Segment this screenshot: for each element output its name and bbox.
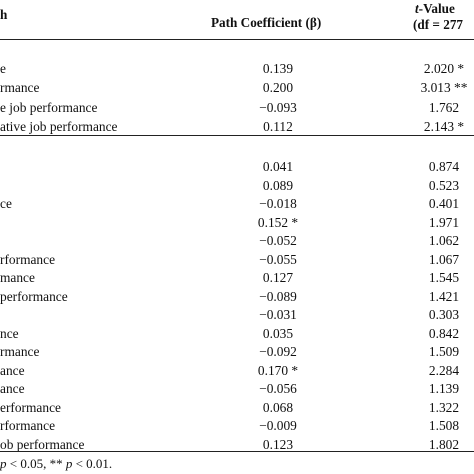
row-t-value: 3.013 ** (420, 80, 468, 96)
header-t-value: t-Value (415, 1, 455, 16)
row-coefficient: 0.123 (262, 436, 294, 452)
row-t-value: 2.020 * (423, 61, 465, 76)
row-t-value: 1.545 (428, 270, 460, 285)
row-coefficient: −0.089 (259, 288, 297, 304)
bottom-rule (0, 451, 474, 452)
row-t-value: 1.421 (428, 288, 460, 304)
row-t-value: 1.139 (428, 381, 460, 396)
row-t-value: 0.842 (428, 325, 460, 341)
header-path: h (0, 7, 8, 22)
section-rule (0, 135, 474, 136)
row-path: e job performance (0, 99, 98, 115)
row-coefficient: 0.200 (262, 80, 294, 96)
row-t-value: 1.762 (428, 99, 460, 115)
header-path-coefficient: Path Coefficient (β) (211, 15, 322, 30)
row-coefficient: −0.052 (259, 233, 297, 248)
row-path: ob performance (0, 436, 85, 452)
footnote: p < 0.05, ** p < 0.01. (0, 456, 113, 471)
row-coefficient: −0.056 (259, 381, 297, 396)
row-path: ce (0, 196, 12, 211)
row-t-value: 1.509 (428, 344, 460, 359)
row-t-value: 1.322 (428, 399, 460, 415)
row-path: rmance (0, 344, 40, 359)
row-t-value: 1.062 (428, 233, 460, 248)
row-path: nce (0, 325, 19, 341)
row-path: mance (0, 270, 35, 285)
row-path: performance (0, 288, 68, 304)
row-coefficient: −0.018 (259, 196, 297, 211)
row-coefficient: −0.031 (259, 307, 297, 322)
row-path: ance (0, 381, 25, 396)
row-path: rformance (0, 418, 56, 433)
row-path: ative job performance (0, 118, 118, 134)
row-t-value: 0.303 (428, 307, 460, 322)
row-t-value: 0.523 (428, 177, 460, 193)
row-coefficient: 0.152 * (257, 214, 299, 230)
row-coefficient: −0.009 (259, 418, 297, 433)
header-rule (0, 39, 474, 40)
row-coefficient: 0.041 (262, 159, 294, 174)
row-t-value: 2.284 (428, 362, 460, 378)
row-t-value: 0.874 (428, 159, 460, 174)
row-t-value: 0.401 (428, 196, 460, 211)
row-coefficient: 0.035 (262, 325, 294, 341)
row-t-value: 1.802 (428, 436, 460, 452)
header-df: (df = 277 (413, 17, 464, 32)
row-t-value: 2.143 * (423, 118, 465, 134)
row-coefficient: 0.170 * (257, 362, 299, 378)
row-coefficient: 0.127 (262, 270, 294, 285)
row-t-value: 1.508 (428, 418, 460, 433)
row-coefficient: 0.089 (262, 177, 294, 193)
row-t-value: 1.067 (428, 251, 460, 267)
row-t-value: 1.971 (428, 214, 460, 230)
row-coefficient: −0.093 (259, 99, 297, 115)
row-coefficient: −0.055 (259, 251, 297, 267)
row-coefficient: −0.092 (259, 344, 297, 359)
row-path: rformance (0, 251, 56, 267)
row-path: rmance (0, 80, 40, 96)
row-coefficient: 0.112 (263, 118, 293, 134)
row-path: ance (0, 362, 25, 378)
row-path: erformance (0, 399, 61, 415)
row-coefficient: 0.068 (262, 399, 294, 415)
row-path: e (0, 61, 6, 76)
row-coefficient: 0.139 (262, 61, 294, 76)
